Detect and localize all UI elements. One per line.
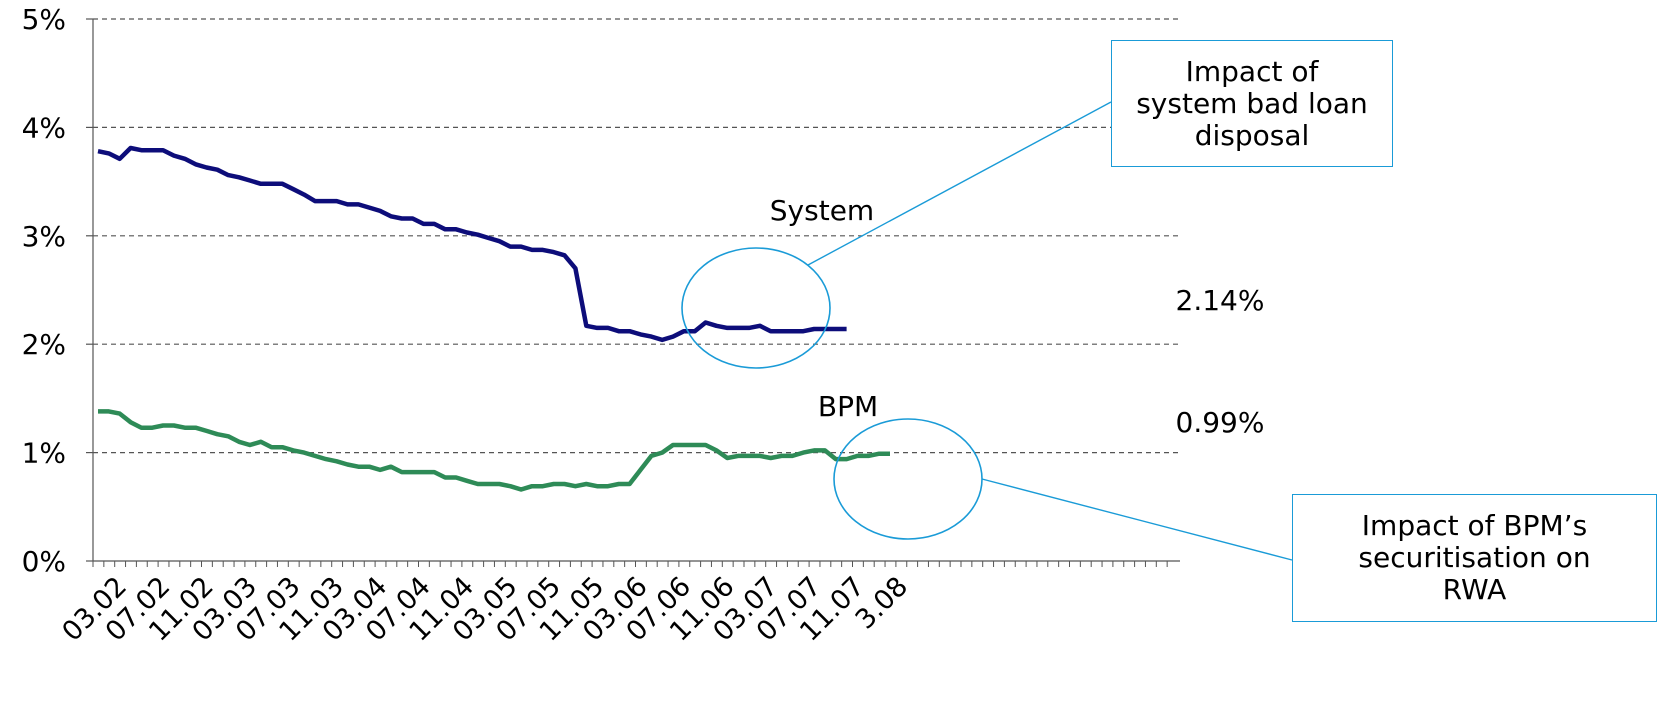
grid-lines bbox=[93, 18, 1180, 454]
series-label-system: System bbox=[770, 194, 874, 227]
x-tick-label: 3.08 bbox=[850, 571, 914, 635]
axes bbox=[86, 18, 1180, 567]
y-tick-label: 0% bbox=[22, 545, 66, 578]
y-axis-tick-labels: 0% 1% 2% 3% 4% 5% bbox=[22, 3, 66, 578]
annotation-bpm-text: Impact of BPM’s securitisation on RWA bbox=[1358, 509, 1591, 606]
y-tick-label: 1% bbox=[22, 437, 66, 470]
y-tick-label: 2% bbox=[22, 328, 66, 361]
annotation-connector-bpm bbox=[981, 478, 1293, 561]
y-tick-label: 4% bbox=[22, 111, 66, 144]
y-tick-label: 3% bbox=[22, 220, 66, 253]
annotation-system-box: Impact of system bad loan disposal bbox=[1111, 40, 1393, 167]
annotation-bpm-box: Impact of BPM’s securitisation on RWA bbox=[1292, 494, 1657, 622]
y-tick-label: 5% bbox=[22, 3, 66, 36]
annotation-circle-bpm bbox=[833, 418, 983, 540]
annotation-connector-system bbox=[807, 101, 1112, 266]
series-line-bpm bbox=[98, 409, 890, 492]
annotation-callouts bbox=[681, 101, 1293, 561]
series-line-system bbox=[97, 145, 847, 343]
end-value-system: 2.14% bbox=[1176, 284, 1265, 317]
series-label-bpm: BPM bbox=[818, 390, 878, 423]
annotation-system-text: Impact of system bad loan disposal bbox=[1136, 54, 1368, 152]
end-value-bpm: 0.99% bbox=[1176, 406, 1265, 439]
x-axis-tick-labels: 03.0207.0211.0203.0307.0311.0303.0407.04… bbox=[56, 571, 914, 648]
annotation-circle-system bbox=[681, 247, 831, 369]
series-lines bbox=[97, 145, 890, 492]
